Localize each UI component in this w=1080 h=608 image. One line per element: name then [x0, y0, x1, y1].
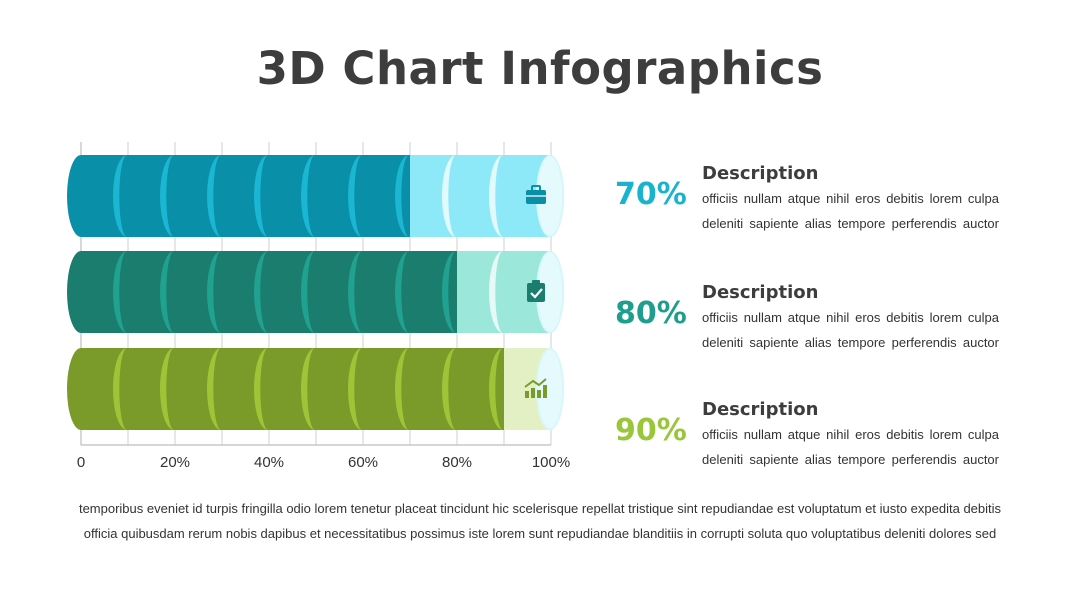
description-title: Description — [702, 282, 819, 303]
description-block-2: 80% Description officiis nullam atque ni… — [615, 282, 1005, 372]
cylinder-disk-highlight — [113, 251, 127, 333]
cylinder-disk-highlight — [348, 155, 362, 237]
cylinder-disk-highlight — [442, 347, 456, 430]
cylinder-disk-highlight — [442, 155, 456, 237]
cylinder-disk-highlight — [113, 347, 127, 430]
description-text: officiis nullam atque nihil eros debitis… — [702, 427, 999, 467]
clipboard-check-icon — [527, 280, 545, 302]
cylinder-disk-highlight — [395, 155, 409, 237]
briefcase-icon — [526, 185, 546, 204]
cylinder-disk-highlight — [207, 251, 221, 333]
cylinder-bar — [67, 155, 564, 237]
description-percent: 80% — [615, 296, 687, 331]
x-tick-label: 40% — [254, 454, 284, 471]
description-title: Description — [702, 163, 819, 184]
cylinder-disk-highlight — [254, 251, 268, 333]
x-tick-label: 100% — [532, 454, 570, 471]
cylinder-disk-highlight — [489, 251, 503, 333]
cylinder-bar-chart: 0 20% 40% 60% 80% 100% — [67, 142, 570, 471]
cylinder-disk-highlight — [113, 155, 127, 237]
x-tick-label: 20% — [160, 454, 190, 471]
cylinder-cap — [536, 251, 564, 333]
cylinder-disk-highlight — [442, 251, 456, 333]
cylinder-cap-shine — [538, 157, 562, 235]
description-block-3: 90% Description officiis nullam atque ni… — [615, 399, 1005, 489]
description-text: officiis nullam atque nihil eros debitis… — [702, 310, 999, 350]
cylinder-end — [67, 155, 95, 237]
page-title: 3D Chart Infographics — [256, 42, 824, 95]
cylinder-cap — [536, 155, 564, 237]
cylinder-cap-shine — [538, 253, 562, 331]
description-percent: 70% — [615, 177, 687, 212]
growth-chart-icon — [524, 378, 547, 398]
cylinder-end — [67, 251, 95, 333]
cylinder-disk-highlight — [348, 347, 362, 430]
cylinder-disk-highlight — [301, 347, 315, 430]
cylinder-cap-shine — [538, 350, 562, 428]
cylinder-disk-highlight — [160, 347, 174, 430]
cylinder-disk-highlight — [301, 155, 315, 237]
x-tick-label: 60% — [348, 454, 378, 471]
cylinder-disk-highlight — [489, 155, 503, 237]
cylinder-disk-highlight — [160, 251, 174, 333]
cylinder-disk-highlight — [395, 347, 409, 430]
cylinder-disk-highlight — [348, 251, 362, 333]
description-text: officiis nullam atque nihil eros debitis… — [702, 191, 999, 231]
cylinder-disk-highlight — [301, 251, 315, 333]
footer-text: temporibus eveniet id turpis fringilla o… — [78, 501, 1002, 541]
cylinder-cap — [536, 348, 564, 430]
description-block-1: 70% Description officiis nullam atque ni… — [615, 163, 1005, 253]
x-tick-label: 0 — [77, 454, 85, 471]
cylinder-bar — [67, 347, 564, 430]
cylinder-bar — [67, 251, 564, 333]
x-tick-label: 80% — [442, 454, 472, 471]
description-title: Description — [702, 399, 819, 420]
cylinder-disk-highlight — [254, 347, 268, 430]
cylinder-disk-highlight — [489, 347, 503, 430]
cylinder-disk-highlight — [207, 155, 221, 237]
cylinder-end — [67, 348, 95, 430]
cylinder-disk-highlight — [160, 155, 174, 237]
cylinder-disk-highlight — [254, 155, 268, 237]
cylinder-disk-highlight — [395, 251, 409, 333]
description-percent: 90% — [615, 413, 687, 448]
cylinder-disk-highlight — [207, 347, 221, 430]
